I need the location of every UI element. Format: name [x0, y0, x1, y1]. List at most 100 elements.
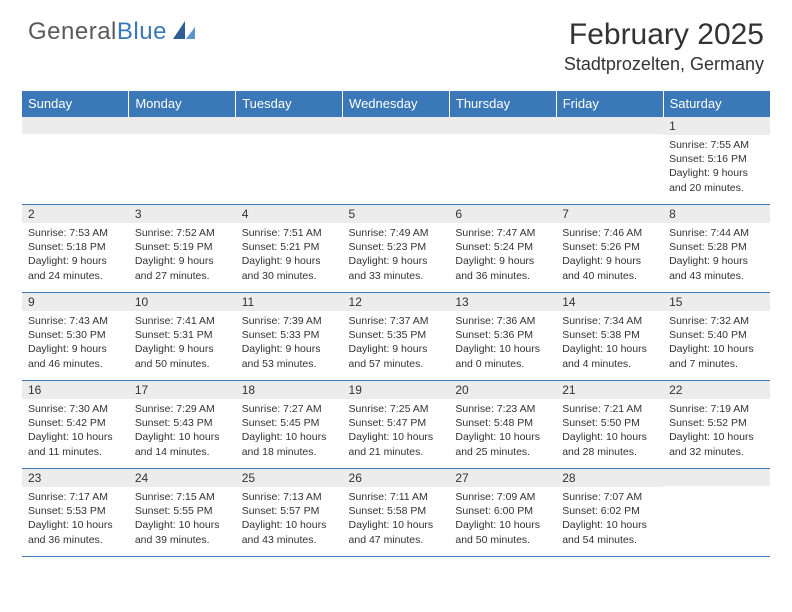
sunrise-line: Sunrise: 7:27 AM	[242, 402, 337, 416]
day-details: Sunrise: 7:47 AMSunset: 5:24 PMDaylight:…	[449, 223, 556, 287]
sunrise-line: Sunrise: 7:36 AM	[455, 314, 550, 328]
day-number: 17	[129, 381, 236, 399]
calendar-table: Sunday Monday Tuesday Wednesday Thursday…	[22, 91, 770, 557]
daylight-line: Daylight: 10 hours and 50 minutes.	[455, 518, 550, 546]
title-block: February 2025 Stadtprozelten, Germany	[564, 18, 764, 75]
sunrise-line: Sunrise: 7:17 AM	[28, 490, 123, 504]
day-details: Sunrise: 7:19 AMSunset: 5:52 PMDaylight:…	[663, 399, 770, 463]
sunset-line: Sunset: 5:35 PM	[349, 328, 444, 342]
calendar-day-cell: 20Sunrise: 7:23 AMSunset: 5:48 PMDayligh…	[449, 381, 556, 469]
day-number: 6	[449, 205, 556, 223]
weekday-header: Thursday	[449, 91, 556, 117]
day-number: 23	[22, 469, 129, 487]
sunrise-line: Sunrise: 7:37 AM	[349, 314, 444, 328]
day-number: 10	[129, 293, 236, 311]
calendar-day-cell: 8Sunrise: 7:44 AMSunset: 5:28 PMDaylight…	[663, 205, 770, 293]
sunrise-line: Sunrise: 7:43 AM	[28, 314, 123, 328]
daylight-line: Daylight: 10 hours and 39 minutes.	[135, 518, 230, 546]
location-label: Stadtprozelten, Germany	[564, 54, 764, 75]
calendar-day-cell: 23 Sunrise: 7:17 AMSunset: 5:53 PMDayligh…	[22, 469, 129, 557]
sunrise-line: Sunrise: 7:53 AM	[28, 226, 123, 240]
daylight-line: Daylight: 9 hours and 20 minutes.	[669, 166, 764, 194]
sunset-line: Sunset: 5:26 PM	[562, 240, 657, 254]
day-number: 25	[236, 469, 343, 487]
calendar-day-cell	[129, 117, 236, 205]
day-number: 28	[556, 469, 663, 487]
daylight-line: Daylight: 10 hours and 32 minutes.	[669, 430, 764, 458]
calendar-day-cell: 2Sunrise: 7:53 AMSunset: 5:18 PMDaylight…	[22, 205, 129, 293]
day-details: Sunrise: 7:52 AMSunset: 5:19 PMDaylight:…	[129, 223, 236, 287]
sunset-line: Sunset: 5:19 PM	[135, 240, 230, 254]
day-number: 5	[343, 205, 450, 223]
day-details: Sunrise: 7:15 AMSunset: 5:55 PMDaylight:…	[129, 487, 236, 551]
sunrise-line: Sunrise: 7:21 AM	[562, 402, 657, 416]
day-details: Sunrise: 7:07 AMSunset: 6:02 PMDaylight:…	[556, 487, 663, 551]
daylight-line: Daylight: 10 hours and 36 minutes.	[28, 518, 123, 546]
daylight-line: Daylight: 9 hours and 50 minutes.	[135, 342, 230, 370]
sunrise-line: Sunrise: 7:44 AM	[669, 226, 764, 240]
day-number: 7	[556, 205, 663, 223]
sunrise-line: Sunrise: 7:41 AM	[135, 314, 230, 328]
weekday-header: Tuesday	[236, 91, 343, 117]
calendar-body: 1Sunrise: 7:55 AMSunset: 5:16 PMDaylight…	[22, 117, 770, 557]
calendar-day-cell: 18Sunrise: 7:27 AMSunset: 5:45 PMDayligh…	[236, 381, 343, 469]
day-details: Sunrise: 7:21 AMSunset: 5:50 PMDaylight:…	[556, 399, 663, 463]
weekday-header: Saturday	[663, 91, 770, 117]
sunrise-line: Sunrise: 7:30 AM	[28, 402, 123, 416]
weekday-header: Sunday	[22, 91, 129, 117]
day-number: 22	[663, 381, 770, 399]
calendar-day-cell: 25Sunrise: 7:13 AMSunset: 5:57 PMDayligh…	[236, 469, 343, 557]
sunset-line: Sunset: 5:47 PM	[349, 416, 444, 430]
day-details: Sunrise: 7:39 AMSunset: 5:33 PMDaylight:…	[236, 311, 343, 375]
day-details: Sunrise: 7:13 AMSunset: 5:57 PMDaylight:…	[236, 487, 343, 551]
sunrise-line: Sunrise: 7:25 AM	[349, 402, 444, 416]
day-number: 16	[22, 381, 129, 399]
day-number: 3	[129, 205, 236, 223]
sunset-line: Sunset: 5:30 PM	[28, 328, 123, 342]
calendar-day-cell: 15Sunrise: 7:32 AMSunset: 5:40 PMDayligh…	[663, 293, 770, 381]
day-number: 1	[663, 117, 770, 135]
day-number	[22, 117, 129, 134]
sunrise-line: Sunrise: 7:52 AM	[135, 226, 230, 240]
day-number: 15	[663, 293, 770, 311]
sunset-line: Sunset: 6:02 PM	[562, 504, 657, 518]
sunrise-line: Sunrise: 7:23 AM	[455, 402, 550, 416]
page-header: GeneralBlue February 2025 Stadtprozelten…	[0, 0, 792, 83]
day-number	[663, 469, 770, 486]
day-details: Sunrise: 7:37 AMSunset: 5:35 PMDaylight:…	[343, 311, 450, 375]
calendar-day-cell	[663, 469, 770, 557]
daylight-line: Daylight: 9 hours and 27 minutes.	[135, 254, 230, 282]
calendar-day-cell: 28Sunrise: 7:07 AMSunset: 6:02 PMDayligh…	[556, 469, 663, 557]
calendar-day-cell: 24Sunrise: 7:15 AMSunset: 5:55 PMDayligh…	[129, 469, 236, 557]
calendar-day-cell: 3Sunrise: 7:52 AMSunset: 5:19 PMDaylight…	[129, 205, 236, 293]
calendar-week-row: 1Sunrise: 7:55 AMSunset: 5:16 PMDaylight…	[22, 117, 770, 205]
sunrise-line: Sunrise: 7:13 AM	[242, 490, 337, 504]
sunrise-line: Sunrise: 7:46 AM	[562, 226, 657, 240]
sunset-line: Sunset: 5:33 PM	[242, 328, 337, 342]
month-title: February 2025	[564, 18, 764, 52]
sunset-line: Sunset: 5:53 PM	[28, 504, 123, 518]
calendar-day-cell	[236, 117, 343, 205]
daylight-line: Daylight: 10 hours and 28 minutes.	[562, 430, 657, 458]
sunrise-line: Sunrise: 7:07 AM	[562, 490, 657, 504]
sunset-line: Sunset: 6:00 PM	[455, 504, 550, 518]
sunset-line: Sunset: 5:43 PM	[135, 416, 230, 430]
sunrise-line: Sunrise: 7:09 AM	[455, 490, 550, 504]
brand-part2: Blue	[117, 18, 167, 45]
sunset-line: Sunset: 5:55 PM	[135, 504, 230, 518]
day-details: Sunrise: 7:41 AMSunset: 5:31 PMDaylight:…	[129, 311, 236, 375]
daylight-line: Daylight: 10 hours and 43 minutes.	[242, 518, 337, 546]
daylight-line: Daylight: 9 hours and 30 minutes.	[242, 254, 337, 282]
day-details: Sunrise: 7:55 AMSunset: 5:16 PMDaylight:…	[663, 135, 770, 199]
day-details: Sunrise: 7:23 AMSunset: 5:48 PMDaylight:…	[449, 399, 556, 463]
day-number: 26	[343, 469, 450, 487]
calendar-day-cell: 26Sunrise: 7:11 AMSunset: 5:58 PMDayligh…	[343, 469, 450, 557]
sunrise-line: Sunrise: 7:49 AM	[349, 226, 444, 240]
daylight-line: Daylight: 10 hours and 0 minutes.	[455, 342, 550, 370]
calendar-day-cell: 14Sunrise: 7:34 AMSunset: 5:38 PMDayligh…	[556, 293, 663, 381]
day-details: Sunrise: 7:51 AMSunset: 5:21 PMDaylight:…	[236, 223, 343, 287]
day-details: Sunrise: 7:29 AMSunset: 5:43 PMDaylight:…	[129, 399, 236, 463]
calendar-day-cell: 22Sunrise: 7:19 AMSunset: 5:52 PMDayligh…	[663, 381, 770, 469]
day-number: 19	[343, 381, 450, 399]
daylight-line: Daylight: 9 hours and 24 minutes.	[28, 254, 123, 282]
